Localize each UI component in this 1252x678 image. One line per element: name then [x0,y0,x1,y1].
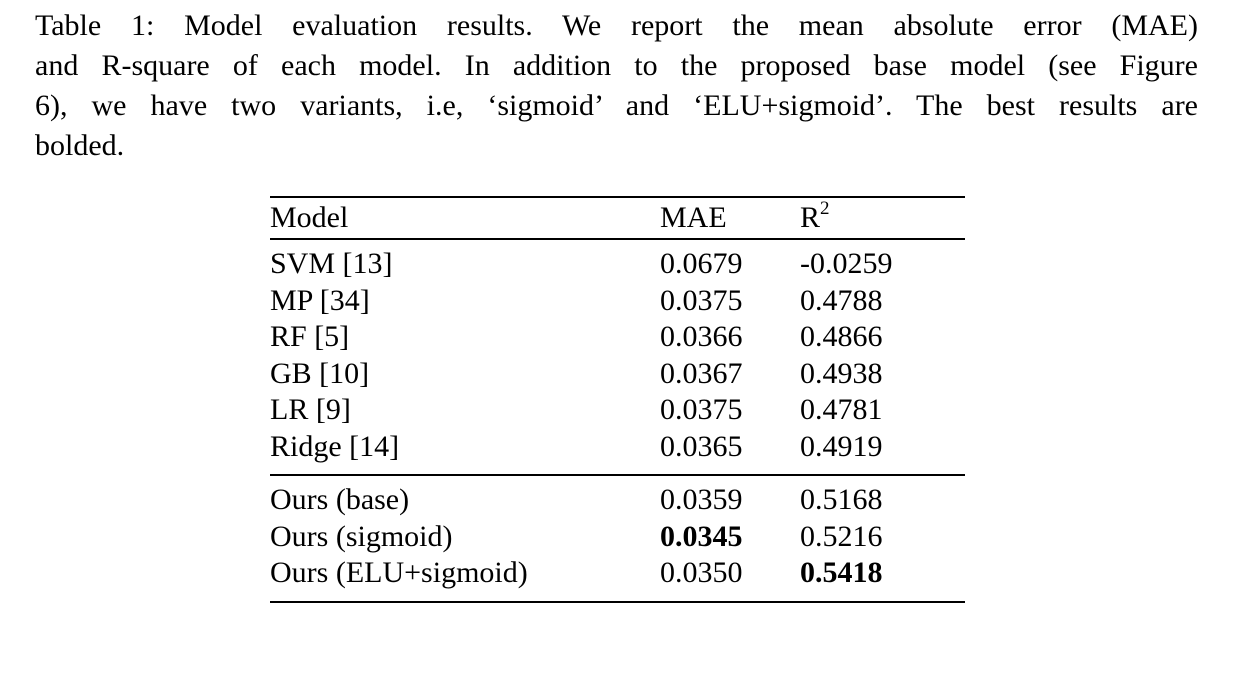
model-cell: SVM [13] [270,247,393,280]
table-row: Ours (ELU+sigmoid) 0.0350 0.5418 [270,555,965,602]
model-cell: LR [9] [270,393,351,426]
r2-cell: 0.4781 [800,393,883,426]
table-header: Model MAE R2 [270,197,965,239]
table-body-baselines: SVM [13] 0.0679 -0.0259 MP [34] 0.0375 0.4788… [270,239,965,475]
table-row: SVM [13] 0.0679 -0.0259 [270,239,965,283]
model-cell: Ours (sigmoid) [270,519,453,553]
mae-cell: 0.0366 [660,320,743,353]
model-cell: Ours (base) [270,483,410,516]
caption-line: 6), we have two variants, i.e, ‘sigmoid’… [35,89,1198,122]
header-row: Model MAE R2 [270,197,965,239]
column-header-model: Model [270,201,349,234]
r2-cell: 0.4919 [800,429,883,463]
r2-cell: 0.4866 [800,320,883,353]
table-row: GB [10] 0.0367 0.4938 [270,356,965,393]
table-row: Ridge [14] 0.0365 0.4919 [270,429,965,476]
mae-cell: 0.0359 [660,483,743,516]
model-cell: Ridge [14] [270,429,400,463]
mae-cell: 0.0345 [660,519,743,553]
mae-cell: 0.0375 [660,283,743,317]
table-row: RF [5] 0.0366 0.4866 [270,319,965,356]
r2-cell: 0.4788 [800,283,883,317]
table-row: Ours (base) 0.0359 0.5168 [270,475,965,519]
r2-base: R [800,201,821,234]
mae-cell: 0.0350 [660,556,743,589]
table-body-ours: Ours (base) 0.0359 0.5168 Ours (sigmoid) 0.0… [270,475,965,602]
table-caption: Table 1: Model evaluation results. We re… [35,6,1198,166]
r2-cell: 0.4938 [800,356,883,390]
mae-cell: 0.0679 [660,247,743,280]
model-cell: MP [34] [270,283,370,317]
model-cell: GB [10] [270,356,370,390]
mae-cell: 0.0365 [660,429,743,463]
model-cell: Ours (ELU+sigmoid) [270,556,528,589]
table-row: Ours (sigmoid) 0.0345 0.5216 [270,519,965,556]
model-cell: RF [5] [270,320,350,353]
r2-cell: 0.5168 [800,483,883,516]
results-table: Model MAE R2 SVM [13] 0.0679 -0.0259 MP [34… [270,196,965,603]
mae-cell: 0.0375 [660,393,743,426]
mae-cell: 0.0367 [660,356,743,390]
caption-line: bolded. [35,129,125,162]
caption-line: Table 1: Model evaluation results. We re… [35,9,1198,42]
table-row: MP [34] 0.0375 0.4788 [270,283,965,320]
caption-line: and R-square of each model. In addition … [35,49,1198,82]
column-header-mae: MAE [660,201,727,234]
column-header-r2: R2 [800,197,965,239]
r2-cell: 0.5418 [800,556,883,589]
r2-superscript: 2 [820,198,830,219]
r2-cell: 0.5216 [800,519,883,553]
table-row: LR [9] 0.0375 0.4781 [270,392,965,429]
r2-cell: -0.0259 [800,247,893,280]
